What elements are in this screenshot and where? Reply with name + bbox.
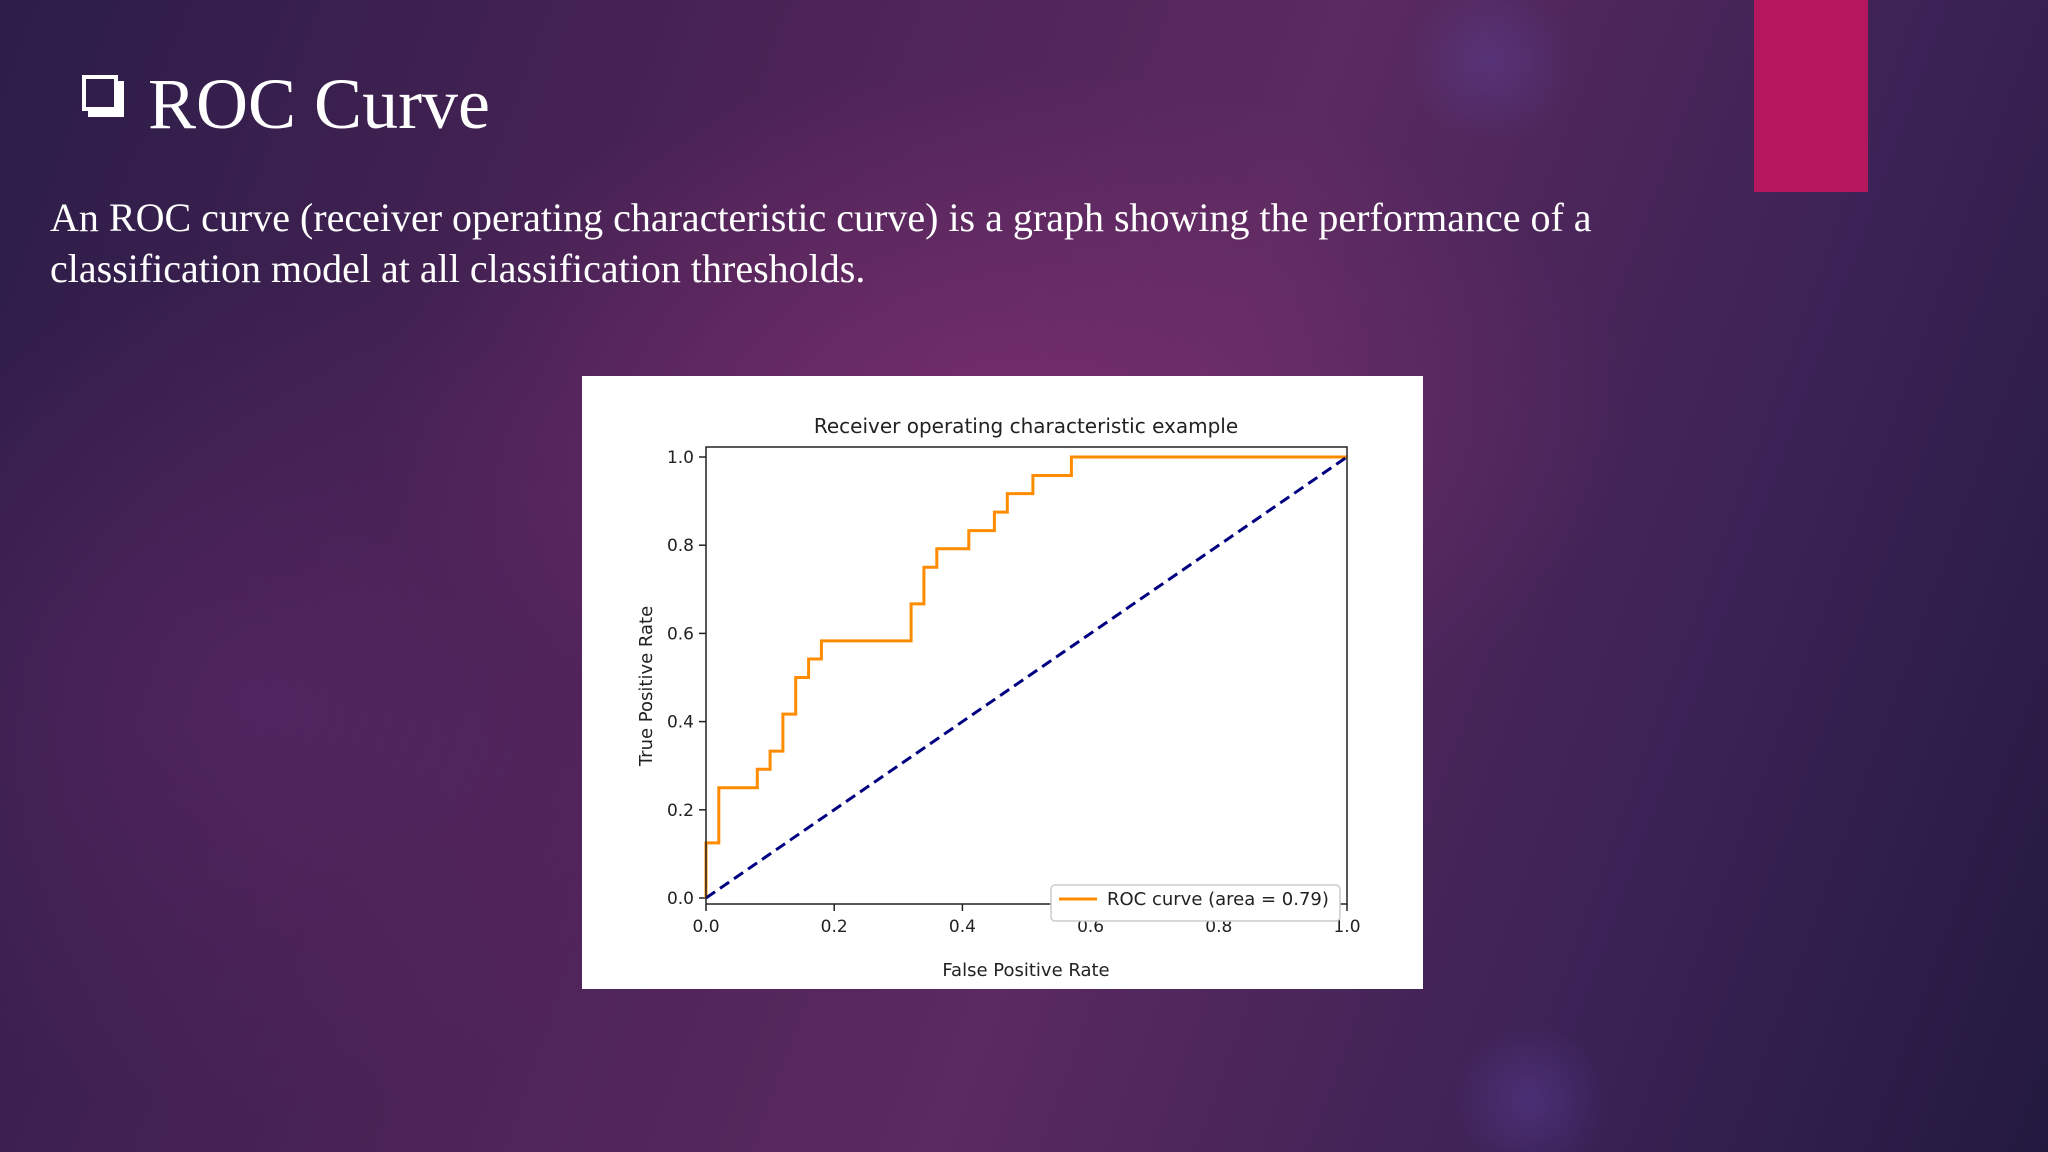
- y-tick-label: 1.0: [667, 448, 694, 468]
- x-tick-label: 0.4: [949, 917, 976, 937]
- x-axis-label: False Positive Rate: [942, 960, 1109, 981]
- chart-panel: Receiver operating characteristic exampl…: [582, 376, 1423, 989]
- accent-bar: [1754, 0, 1868, 192]
- y-tick-label: 0.6: [667, 624, 694, 644]
- diagonal-reference-line: [705, 455, 1348, 900]
- x-tick-label: 0.0: [692, 917, 719, 937]
- y-tick-label: 0.4: [667, 713, 694, 733]
- slide-title: ROC Curve: [82, 54, 490, 154]
- y-axis-label: True Positive Rate: [636, 606, 657, 767]
- y-tick-label: 0.2: [667, 801, 694, 821]
- y-axis-ticks: 0.0 0.2 0.4 0.6 0.8 1.0: [667, 448, 706, 909]
- y-tick-label: 0.0: [667, 889, 694, 909]
- legend: ROC curve (area = 0.79): [1050, 884, 1341, 922]
- y-tick-label: 0.8: [667, 536, 694, 556]
- legend-box: [1050, 884, 1341, 922]
- x-axis-ticks: 0.0 0.2 0.4 0.6 0.8 1.0: [692, 904, 1361, 937]
- plot-frame: [705, 446, 1348, 905]
- chart-title: Receiver operating characteristic exampl…: [814, 414, 1238, 438]
- legend-label: ROC curve (area = 0.79): [1107, 889, 1329, 910]
- x-tick-label: 0.6: [1077, 917, 1104, 937]
- x-tick-label: 0.2: [821, 917, 848, 937]
- checkbox-icon: [82, 75, 124, 117]
- roc-curve-line: [704, 455, 1347, 898]
- title-text: ROC Curve: [148, 64, 490, 144]
- roc-chart: Receiver operating characteristic exampl…: [636, 414, 1361, 981]
- series-layer: [704, 455, 1348, 900]
- x-tick-label: 0.8: [1205, 917, 1232, 937]
- x-tick-label: 1.0: [1333, 917, 1360, 937]
- body-text: An ROC curve (receiver operating charact…: [50, 195, 1592, 291]
